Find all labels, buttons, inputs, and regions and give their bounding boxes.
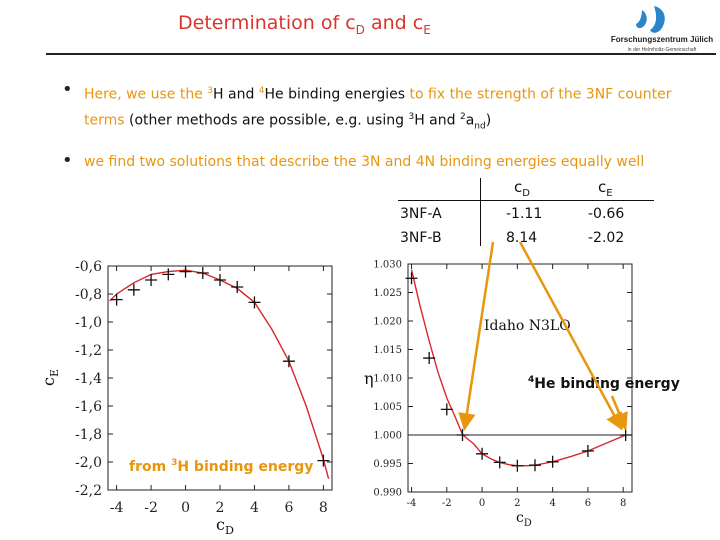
y-tick-label: -1,4: [75, 371, 102, 387]
x-tick-label: 0: [181, 500, 190, 516]
y-tick-label: -1,2: [75, 343, 102, 359]
x-tick-label: 6: [284, 500, 293, 516]
y-tick-label: -0,8: [75, 287, 102, 303]
title-divider: [46, 53, 716, 55]
series-line: [410, 269, 626, 467]
x-tick-label: 6: [585, 498, 591, 509]
callout-arrows: [458, 241, 628, 431]
y-tick-label: -1,0: [75, 315, 102, 331]
x-tick-label: 4: [549, 498, 555, 509]
y-axis-label: cE: [39, 369, 61, 386]
y-tick-label: 1.000: [373, 431, 402, 442]
annotation-3h: from 3H binding energy: [129, 458, 313, 475]
chart-eta-vs-cd: -4 -2 0 2 4 6 8 0.990 0.995 1.000 1.005 1.010 1.015 1…: [364, 260, 680, 530]
arrow-3nf-a: [458, 241, 495, 431]
data-marker: [405, 272, 418, 285]
data-marker: [282, 355, 295, 368]
table-cell-cd: -1.11: [506, 206, 543, 222]
table-cell-cd: 8.14: [506, 230, 538, 246]
y-tick-label: -0,6: [75, 259, 102, 275]
data-marker: [127, 283, 140, 296]
x-tick-label: 8: [620, 498, 626, 509]
y-tick-label: 1.005: [373, 402, 402, 413]
y-tick-label: -1,8: [75, 427, 102, 443]
y-tick-label: 1.015: [373, 345, 402, 356]
data-marker: [179, 265, 192, 278]
data-marker: [476, 447, 489, 460]
data-marker: [528, 459, 541, 472]
x-tick-label: -2: [144, 500, 158, 516]
y-tick-label: -2,2: [75, 483, 102, 499]
data-marker: [248, 296, 261, 309]
x-tick-label: -4: [407, 498, 417, 509]
x-tick-label: 4: [250, 500, 259, 516]
arrow-4he: [610, 395, 628, 431]
y-tick-label: 0.990: [373, 488, 402, 499]
logo-name: Forschungszentrum Jülich: [611, 35, 713, 44]
data-marker: [231, 281, 244, 293]
table-row-name: 3NF-A: [400, 206, 442, 222]
arrow-3nf-b: [518, 241, 623, 431]
table-cell-ce: -2.02: [588, 230, 625, 246]
x-tick-label: 0: [479, 498, 485, 509]
y-tick-label: 1.030: [373, 260, 402, 271]
y-tick-label: -1,6: [75, 399, 102, 415]
table-cell-ce: -0.66: [588, 206, 625, 222]
x-tick-label: 8: [319, 500, 328, 516]
data-marker: [196, 267, 209, 279]
table-header-cd: cD: [514, 178, 530, 199]
plot-frame: [107, 265, 333, 491]
y-axis-label: η: [364, 369, 374, 388]
data-marker: [110, 293, 123, 306]
bullet-1: • Here, we use the 3H and 4He binding en…: [62, 79, 672, 132]
data-marker: [423, 352, 436, 365]
bullet-dot-icon: •: [62, 150, 73, 171]
data-marker: [456, 429, 469, 441]
y-tick-label: -2,0: [75, 455, 102, 471]
y-tick-label: 1.020: [373, 317, 402, 328]
series-line: [109, 269, 330, 479]
x-tick-label: -4: [110, 500, 124, 516]
table-row-name: 3NF-B: [400, 230, 442, 246]
logo-tagline: in der Helmholtz-Gemeinschaft: [628, 47, 697, 53]
data-marker: [581, 444, 594, 457]
data-marker: [619, 429, 632, 441]
data-marker: [493, 456, 506, 469]
data-marker: [162, 268, 175, 281]
institute-logo: Forschungszentrum Jülich in der Helmholt…: [611, 6, 713, 53]
x-tick-label: 2: [514, 498, 520, 509]
bullet-2: • we find two solutions that describe th…: [62, 150, 645, 171]
x-axis-label: cD: [516, 510, 532, 529]
y-tick-label: 1.025: [373, 288, 402, 299]
slide-title: Determination of cD and cE: [178, 12, 431, 37]
y-tick-label: 0.995: [373, 459, 402, 470]
x-axis-label: cD: [216, 515, 234, 537]
data-marker: [440, 403, 453, 416]
table-header-ce: cE: [598, 178, 613, 199]
data-marker: [317, 454, 330, 467]
y-tick-label: 1.010: [373, 374, 402, 385]
bullet-dot-icon: •: [62, 79, 73, 100]
chart-ce-vs-cd: -4 -2 0 2 4 6 8 -0,6 -0,8 -1,0 -1,2 -1,4 -1,6 -1,8 -2,…: [39, 259, 333, 537]
data-marker: [511, 459, 524, 472]
data-marker: [145, 274, 158, 286]
x-tick-label: -2: [442, 498, 452, 509]
logo-mark-icon: [636, 6, 665, 33]
annotation-4he: 4He binding energy: [528, 375, 680, 392]
model-label: Idaho N3LO: [484, 318, 571, 334]
x-tick-label: 2: [216, 500, 225, 516]
data-marker: [546, 455, 559, 468]
data-marker: [214, 274, 226, 286]
